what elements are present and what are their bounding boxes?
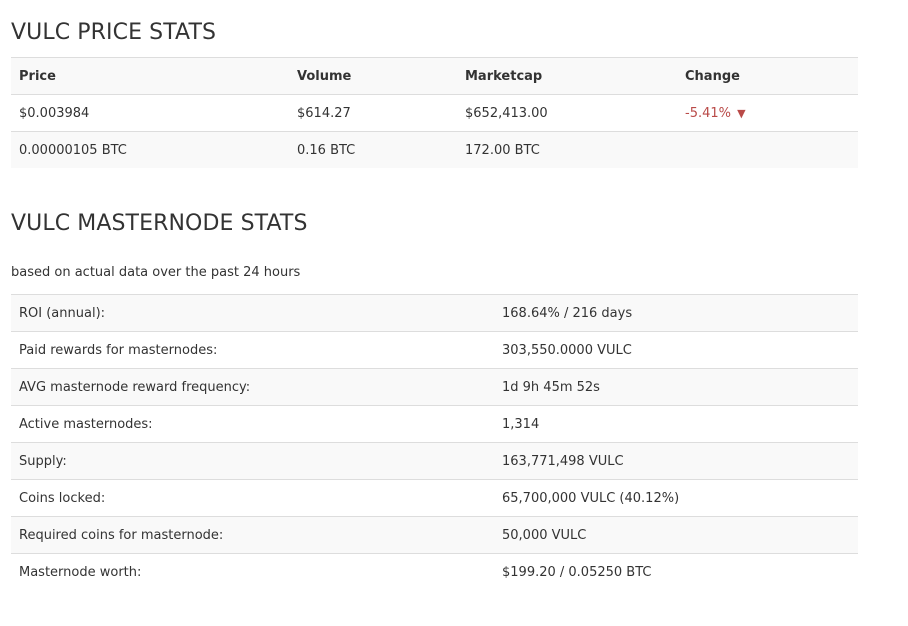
row-value: 1d 9h 45m 52s <box>494 368 858 406</box>
table-row: AVG masternode reward frequency: 1d 9h 4… <box>11 368 858 406</box>
row-value: 303,550.0000 VULC <box>494 331 858 369</box>
row-label: ROI (annual): <box>11 294 494 332</box>
row-value: 168.64% / 216 days <box>494 294 858 332</box>
row-value: 1,314 <box>494 405 858 443</box>
table-row: Required coins for masternode: 50,000 VU… <box>11 516 858 554</box>
masternode-stats-table: ROI (annual): 168.64% / 216 days Paid re… <box>11 294 858 590</box>
volume-btc: 0.16 BTC <box>289 131 457 168</box>
table-row-usd: $0.003984 $614.27 $652,413.00 -5.41% ▼ <box>11 94 858 132</box>
row-value: $199.20 / 0.05250 BTC <box>494 553 858 590</box>
change-btc <box>677 131 858 168</box>
table-row: Paid rewards for masternodes: 303,550.00… <box>11 331 858 369</box>
table-row: ROI (annual): 168.64% / 216 days <box>11 294 858 332</box>
row-label: Required coins for masternode: <box>11 516 494 554</box>
table-row: Coins locked: 65,700,000 VULC (40.12%) <box>11 479 858 517</box>
row-label: Masternode worth: <box>11 553 494 590</box>
row-value: 65,700,000 VULC (40.12%) <box>494 479 858 517</box>
masternode-note: based on actual data over the past 24 ho… <box>11 265 301 280</box>
table-row-btc: 0.00000105 BTC 0.16 BTC 172.00 BTC <box>11 131 858 168</box>
marketcap-btc: 172.00 BTC <box>457 131 677 168</box>
row-label: Supply: <box>11 442 494 480</box>
header-volume: Volume <box>289 57 457 95</box>
table-header-row: Price Volume Marketcap Change <box>11 57 858 95</box>
volume-usd: $614.27 <box>289 94 457 132</box>
header-marketcap: Marketcap <box>457 57 677 95</box>
marketcap-usd: $652,413.00 <box>457 94 677 132</box>
down-arrow-icon: ▼ <box>737 106 746 120</box>
price-usd: $0.003984 <box>11 94 289 132</box>
price-btc: 0.00000105 BTC <box>11 131 289 168</box>
table-row: Masternode worth: $199.20 / 0.05250 BTC <box>11 553 858 590</box>
masternode-stats-title: VULC MASTERNODE STATS <box>11 211 308 236</box>
change-value: -5.41% <box>685 105 731 121</box>
change-cell: -5.41% ▼ <box>677 94 858 132</box>
row-label: Active masternodes: <box>11 405 494 443</box>
header-price: Price <box>11 57 289 95</box>
price-stats-table: Price Volume Marketcap Change $0.003984 … <box>11 57 858 168</box>
row-label: AVG masternode reward frequency: <box>11 368 494 406</box>
row-label: Coins locked: <box>11 479 494 517</box>
price-stats-title: VULC PRICE STATS <box>11 20 217 45</box>
table-row: Supply: 163,771,498 VULC <box>11 442 858 480</box>
table-row: Active masternodes: 1,314 <box>11 405 858 443</box>
header-change: Change <box>677 57 858 95</box>
row-value: 163,771,498 VULC <box>494 442 858 480</box>
row-value: 50,000 VULC <box>494 516 858 554</box>
row-label: Paid rewards for masternodes: <box>11 331 494 369</box>
